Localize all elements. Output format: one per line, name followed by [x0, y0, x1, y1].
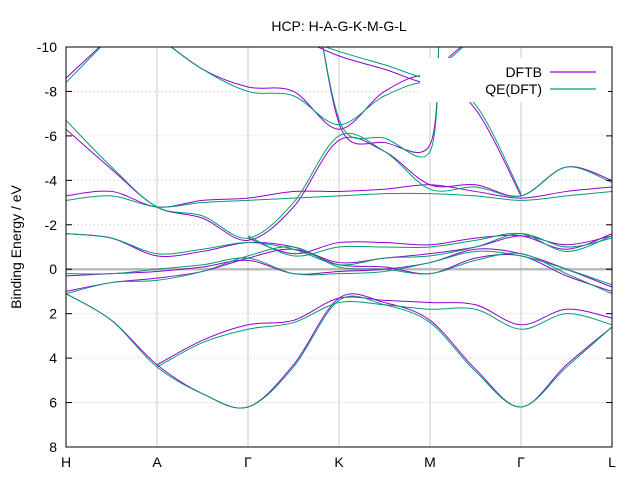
band-line-qe-dft — [66, 246, 612, 295]
y-tick-label: -10 — [37, 39, 57, 55]
band-line-dftb — [316, 47, 462, 84]
y-tick-label: -4 — [45, 172, 58, 188]
band-line-qe-dft — [156, 300, 612, 368]
bands — [66, 47, 612, 409]
legend: DFTB QE(DFT) — [420, 58, 608, 102]
x-tick-label: H — [61, 454, 71, 470]
y-tick-label: -2 — [45, 217, 58, 233]
y-axis-label: Binding Energy / eV — [8, 184, 24, 308]
y-tick-label: 4 — [49, 350, 57, 366]
y-tick-label: 2 — [49, 306, 57, 322]
band-line-dftb — [170, 47, 522, 197]
band-line-dftb — [247, 233, 612, 255]
band-line-qe-dft — [66, 47, 102, 83]
x-tick-label: L — [608, 454, 616, 470]
x-tick-label: M — [424, 454, 436, 470]
y-tick-label: 0 — [49, 261, 57, 277]
plot-frame — [65, 46, 613, 448]
x-tick-label: Γ — [244, 454, 252, 470]
legend-label-qe-dft: QE(DFT) — [485, 81, 542, 97]
band-line-qe-dft — [322, 47, 440, 158]
band-line-qe-dft — [66, 250, 612, 286]
band-line-qe-dft — [66, 119, 612, 239]
y-tick-label: 6 — [49, 395, 57, 411]
y-tick-label: -6 — [45, 128, 58, 144]
band-line-qe-dft — [170, 47, 522, 194]
band-line-qe-dft — [66, 293, 612, 409]
legend-label-dftb: DFTB — [505, 64, 542, 80]
band-line-dftb — [66, 47, 101, 79]
band-line-qe-dft — [247, 232, 612, 257]
axis-ticks: -10 -8 -6 -4 -2 0 2 4 6 8H A Γ K M Γ L — [37, 39, 616, 470]
y-tick-label: -8 — [45, 83, 58, 99]
y-tick-label: 8 — [49, 439, 57, 455]
x-tick-label: Γ — [517, 454, 525, 470]
band-line-dftb — [156, 296, 612, 366]
x-tick-label: A — [152, 454, 162, 470]
x-tick-label: K — [334, 454, 344, 470]
chart-title: HCP: H-A-G-K-M-G-L — [271, 18, 407, 34]
